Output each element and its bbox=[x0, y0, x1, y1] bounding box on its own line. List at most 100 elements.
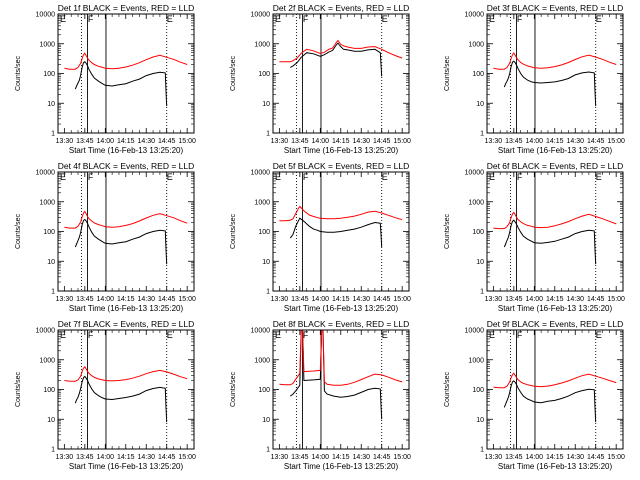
x-tick-label-2: 14:00 bbox=[97, 138, 115, 145]
x-tick-label-5: 14:45 bbox=[373, 454, 391, 461]
y-axis-label: Counts/sec bbox=[444, 371, 451, 407]
time-marker-label-3: E bbox=[382, 172, 388, 182]
plot-frame bbox=[486, 329, 624, 450]
time-marker-label-3: E bbox=[167, 330, 173, 340]
x-tick-label-0: 13:30 bbox=[485, 138, 503, 145]
x-tick-label-0: 13:30 bbox=[485, 454, 503, 461]
plot-frame bbox=[272, 13, 410, 134]
y-tick-label-3: 1000 bbox=[254, 41, 270, 48]
y-tick-label-3: 1000 bbox=[468, 41, 484, 48]
corner-marker-label: E bbox=[275, 14, 281, 24]
x-tick-label-5: 14:45 bbox=[373, 296, 391, 303]
y-tick-label-4: 10000 bbox=[465, 170, 485, 177]
x-tick-label-3: 14:15 bbox=[332, 296, 350, 303]
y-tick-label-3: 1000 bbox=[39, 357, 55, 364]
chart-panel-5: Det 5f BLACK = Events, RED = LLD Counts/s… bbox=[230, 161, 411, 313]
x-tick-label-3: 14:15 bbox=[117, 138, 135, 145]
x-tick-label-5: 14:45 bbox=[587, 454, 605, 461]
time-marker-label-1: F bbox=[88, 172, 94, 182]
y-tick-label-2: 100 bbox=[43, 387, 55, 394]
x-tick-label-3: 14:15 bbox=[546, 454, 564, 461]
x-tick-label-2: 14:00 bbox=[97, 296, 115, 303]
series-line-events bbox=[289, 217, 383, 248]
series-line-events bbox=[290, 42, 383, 77]
x-tick-label-6: 15:00 bbox=[393, 138, 411, 145]
y-tick-label-0: 1 bbox=[480, 289, 484, 296]
x-tick-label-2: 14:00 bbox=[312, 138, 330, 145]
x-axis-label: Start Time (16-Feb-13 13:25:20) bbox=[69, 146, 184, 155]
x-tick-label-4: 14:30 bbox=[352, 454, 370, 461]
plot-frame bbox=[57, 13, 195, 134]
x-tick-label-4: 14:30 bbox=[137, 296, 155, 303]
y-tick-label-3: 1000 bbox=[39, 199, 55, 206]
y-tick-label-2: 100 bbox=[258, 387, 270, 394]
x-tick-label-0: 13:30 bbox=[271, 296, 289, 303]
x-tick-label-4: 14:30 bbox=[137, 454, 155, 461]
corner-marker-label: E bbox=[275, 330, 281, 340]
y-axis-label: Counts/sec bbox=[230, 371, 237, 407]
y-tick-label-2: 100 bbox=[472, 229, 484, 236]
x-tick-label-5: 14:45 bbox=[158, 296, 176, 303]
y-tick-label-3: 1000 bbox=[468, 357, 484, 364]
y-axis-label: Counts/sec bbox=[230, 213, 237, 249]
x-axis-label: Start Time (16-Feb-13 13:25:20) bbox=[284, 462, 399, 471]
chart-title: Det 7f BLACK = Events, RED = LLD bbox=[58, 319, 195, 329]
y-tick-label-4: 10000 bbox=[251, 170, 271, 177]
time-marker-label-1: F bbox=[303, 172, 309, 182]
x-tick-label-3: 14:15 bbox=[332, 138, 350, 145]
x-tick-label-0: 13:30 bbox=[56, 138, 74, 145]
x-axis-label: Start Time (16-Feb-13 13:25:20) bbox=[69, 462, 184, 471]
chart-title: Det 4f BLACK = Events, RED = LLD bbox=[58, 161, 195, 171]
y-tick-label-3: 1000 bbox=[39, 41, 55, 48]
y-tick-label-2: 100 bbox=[258, 229, 270, 236]
chart-panel-4: Det 4f BLACK = Events, RED = LLD Counts/s… bbox=[15, 161, 196, 313]
x-tick-label-6: 15:00 bbox=[393, 454, 411, 461]
y-tick-label-4: 10000 bbox=[36, 328, 56, 335]
chart-panel-7: Det 7f BLACK = Events, RED = LLD Counts/s… bbox=[15, 319, 196, 471]
x-tick-label-6: 15:00 bbox=[607, 296, 625, 303]
x-tick-label-3: 14:15 bbox=[332, 454, 350, 461]
y-tick-label-3: 1000 bbox=[468, 199, 484, 206]
series-line-events bbox=[503, 380, 597, 423]
x-tick-label-1: 13:45 bbox=[505, 296, 523, 303]
x-axis-label: Start Time (16-Feb-13 13:25:20) bbox=[498, 304, 613, 313]
x-tick-label-1: 13:45 bbox=[505, 138, 523, 145]
y-tick-label-1: 10 bbox=[476, 259, 484, 266]
y-tick-label-1: 10 bbox=[262, 101, 270, 108]
series-line-events bbox=[503, 60, 597, 107]
corner-marker-label: E bbox=[60, 14, 66, 24]
y-tick-label-0: 1 bbox=[480, 447, 484, 454]
y-tick-label-0: 1 bbox=[266, 131, 270, 138]
corner-marker-label: E bbox=[60, 172, 66, 182]
x-tick-label-4: 14:30 bbox=[137, 138, 155, 145]
y-tick-label-0: 1 bbox=[51, 289, 55, 296]
y-tick-label-1: 10 bbox=[476, 101, 484, 108]
y-tick-label-4: 10000 bbox=[36, 170, 56, 177]
x-axis-label: Start Time (16-Feb-13 13:25:20) bbox=[69, 304, 184, 313]
y-axis-label: Counts/sec bbox=[444, 55, 451, 91]
chart-title: Det 8f BLACK = Events, RED = LLD bbox=[273, 319, 410, 329]
series-line-lld bbox=[64, 210, 188, 229]
series-line-lld bbox=[64, 365, 188, 382]
y-tick-label-1: 10 bbox=[476, 417, 484, 424]
plot-frame bbox=[486, 171, 624, 292]
series-line-events bbox=[503, 219, 597, 265]
x-tick-label-2: 14:00 bbox=[526, 138, 544, 145]
x-tick-label-1: 13:45 bbox=[291, 454, 309, 461]
x-tick-label-0: 13:30 bbox=[56, 296, 74, 303]
plot-frame bbox=[57, 329, 195, 450]
x-tick-label-4: 14:30 bbox=[352, 296, 370, 303]
series-line-events bbox=[74, 218, 168, 265]
y-tick-label-1: 10 bbox=[262, 259, 270, 266]
series-line-lld bbox=[493, 52, 617, 70]
chart-panel-1: Det 1f BLACK = Events, RED = LLD Counts/s… bbox=[15, 3, 196, 155]
x-tick-label-2: 14:00 bbox=[526, 296, 544, 303]
chart-panel-6: Det 6f BLACK = Events, RED = LLD Counts/s… bbox=[444, 161, 625, 313]
x-axis-label: Start Time (16-Feb-13 13:25:20) bbox=[284, 146, 399, 155]
time-marker-label-1: F bbox=[517, 14, 523, 24]
y-tick-label-2: 100 bbox=[43, 229, 55, 236]
time-marker-label-1: F bbox=[303, 330, 309, 340]
chart-panel-2: Det 2f BLACK = Events, RED = LLD Counts/s… bbox=[230, 3, 411, 155]
x-tick-label-5: 14:45 bbox=[158, 138, 176, 145]
